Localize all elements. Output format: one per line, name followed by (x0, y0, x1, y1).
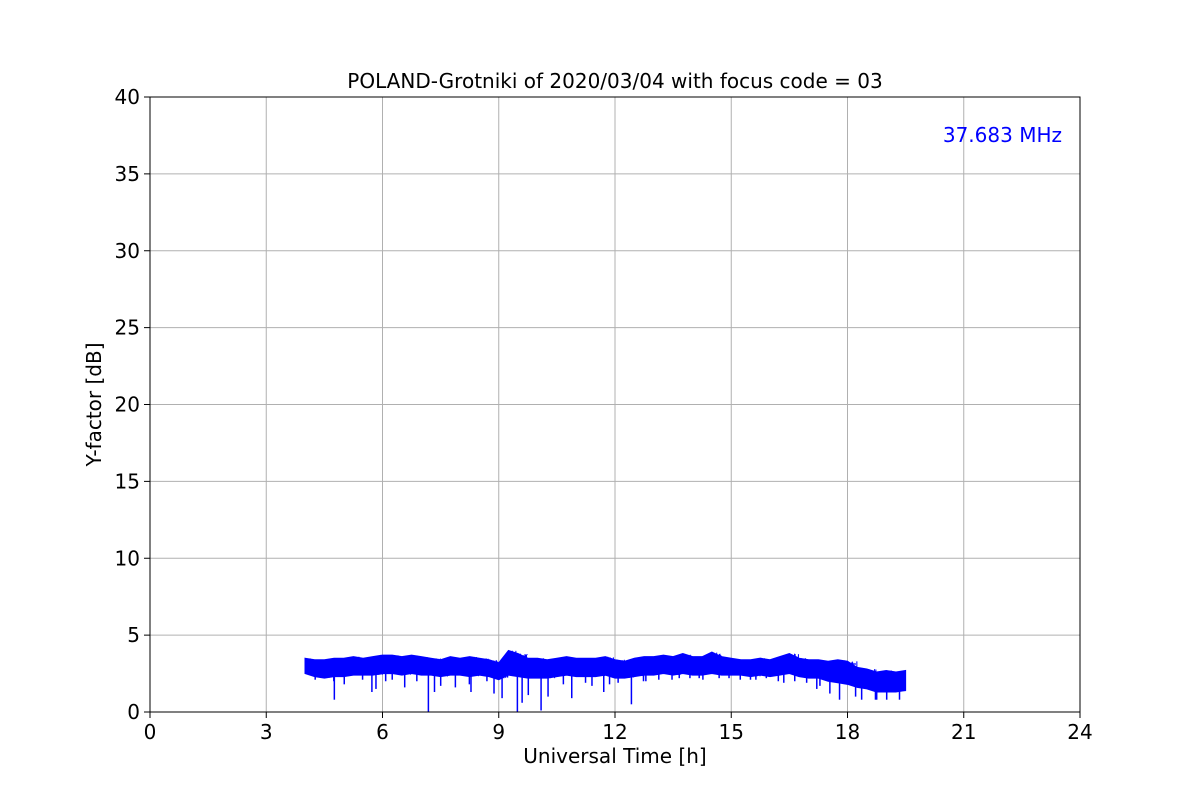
y-tick-label: 5 (127, 623, 140, 647)
series-line (304, 663, 906, 684)
x-tick-label: 9 (492, 720, 505, 744)
grid (149, 96, 1081, 713)
x-tick-label: 0 (144, 720, 157, 744)
x-tick-label: 6 (376, 720, 389, 744)
y-tick-label: 30 (115, 239, 140, 263)
data-series (304, 649, 907, 712)
y-tick-label: 0 (127, 700, 140, 724)
chart-title: POLAND-Grotniki of 2020/03/04 with focus… (347, 69, 882, 93)
series-band (304, 649, 907, 693)
axis-ticks: 0 3 6 9 12 15 18 21 24 0 5 10 15 20 25 30 35 40 (115, 85, 1093, 744)
x-tick-label: 21 (951, 720, 976, 744)
x-tick-label: 3 (260, 720, 273, 744)
x-tick-label: 12 (602, 720, 627, 744)
y-axis-label: Y-factor [dB] (82, 342, 106, 467)
frequency-annotation: 37.683 MHz (943, 123, 1062, 147)
y-tick-label: 10 (115, 546, 140, 570)
y-tick-label: 40 (115, 85, 140, 109)
y-tick-label: 20 (115, 393, 140, 417)
y-tick-label: 25 (115, 316, 140, 340)
x-tick-label: 24 (1067, 720, 1092, 744)
x-axis-label: Universal Time [h] (523, 744, 706, 768)
y-tick-label: 15 (115, 469, 140, 493)
x-tick-label: 15 (719, 720, 744, 744)
y-tick-label: 35 (115, 162, 140, 186)
x-tick-label: 18 (835, 720, 860, 744)
